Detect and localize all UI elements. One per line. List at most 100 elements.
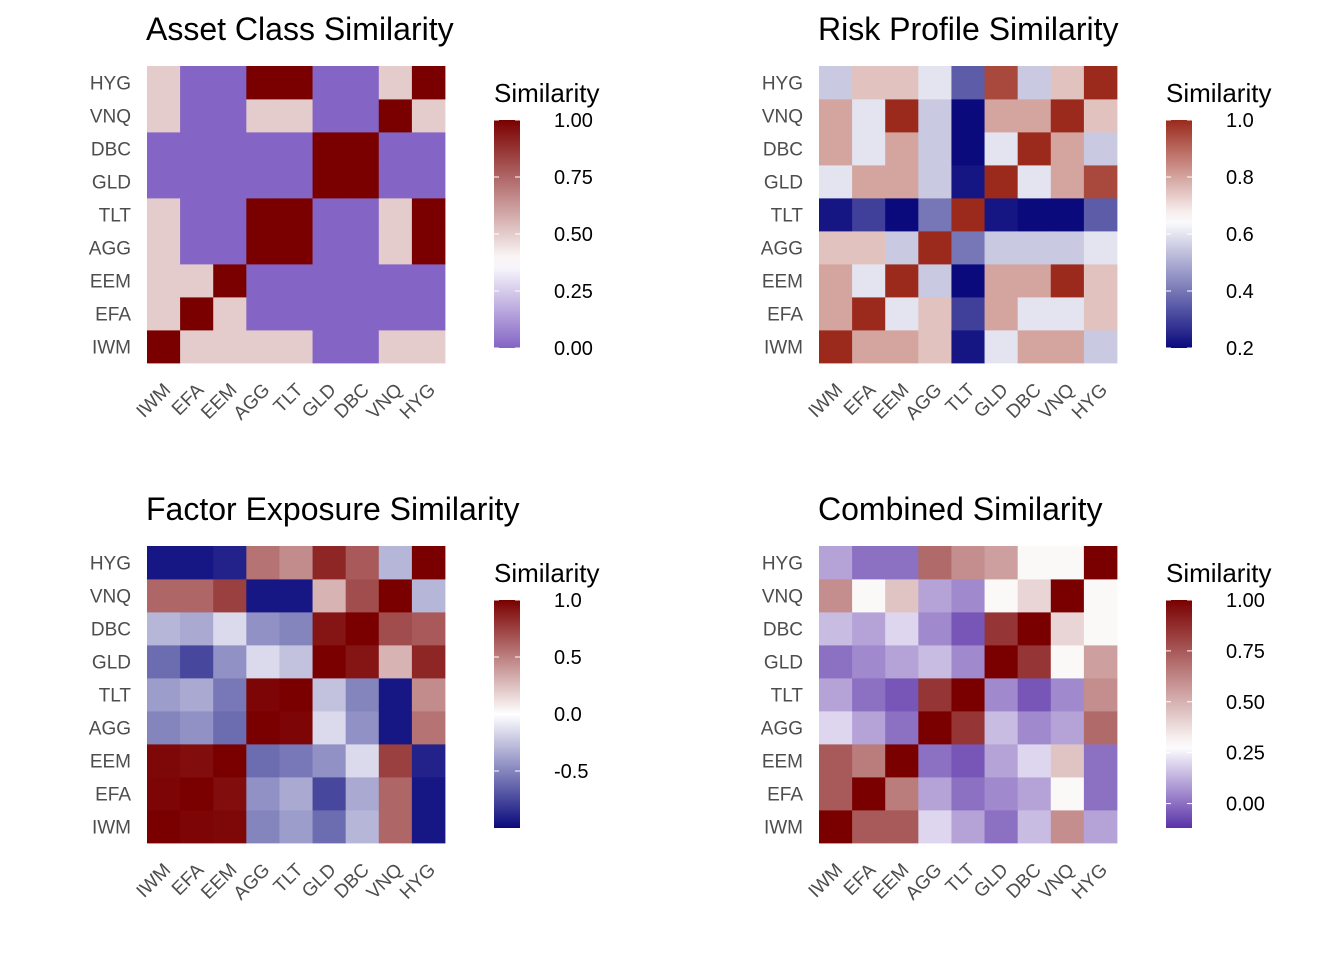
legend: Similarity -0.5 0.0 0.5 1.0 [494, 558, 599, 828]
heatmap-cell [345, 132, 380, 166]
heatmap-cell [180, 132, 214, 166]
heatmap-cell [819, 645, 853, 679]
heatmap-cell [312, 810, 347, 844]
heatmap-cell [213, 645, 247, 679]
heatmap-cell [1050, 777, 1085, 811]
heatmap-cell [246, 579, 280, 613]
heatmap-cell [378, 579, 413, 613]
heatmap-cell [819, 165, 853, 199]
heatmap-cell [378, 330, 413, 364]
heatmap-cell [345, 165, 380, 199]
heatmap-cell [918, 66, 952, 100]
heatmap-cell [918, 777, 952, 811]
heatmap-cell [213, 66, 247, 100]
heatmap-cell [951, 132, 985, 166]
y-tick-label: TLT [771, 686, 804, 707]
heatmap-cell [984, 546, 1019, 580]
heatmap-cell [1017, 612, 1052, 646]
legend-tick-label: 1.0 [554, 590, 582, 612]
heatmap-cell [213, 198, 247, 232]
heatmap-cell [1083, 612, 1118, 646]
heatmap-cell [246, 66, 280, 100]
y-tick-label: DBC [91, 140, 131, 161]
heatmap-cell [378, 711, 413, 745]
heatmap-cell [1050, 546, 1085, 580]
y-tick-label: EEM [90, 752, 131, 773]
heatmap-cell [213, 678, 247, 712]
legend-tick-label: -0.5 [554, 761, 588, 783]
heatmap-cell [819, 198, 853, 232]
heatmap-cell [1017, 264, 1052, 298]
heatmap-cell [885, 777, 919, 811]
y-tick-label: AGG [761, 719, 803, 740]
heatmap-cell [885, 198, 919, 232]
y-tick-label: GLD [92, 653, 131, 674]
heatmap-cell [312, 330, 347, 364]
x-tick-label: VNQ [1035, 860, 1079, 904]
heatmap-cell [180, 546, 214, 580]
heatmap-cell [1017, 711, 1052, 745]
x-tick-label: DBC [331, 380, 374, 423]
heatmap-cell [1017, 645, 1052, 679]
heatmap-cell [852, 678, 886, 712]
heatmap-cell [279, 579, 313, 613]
heatmap-cell [1083, 99, 1118, 133]
heatmap-cell [984, 297, 1019, 331]
heatmap-cell [246, 264, 280, 298]
heatmap-cell [918, 579, 952, 613]
heatmap-cell [1050, 297, 1085, 331]
legend-colorbar [1166, 600, 1192, 828]
y-tick-label: EFA [767, 785, 803, 806]
x-tick-label: EEM [869, 860, 913, 904]
heatmap-cell [951, 297, 985, 331]
heatmap-cell [411, 711, 446, 745]
y-tick-label: EFA [767, 305, 803, 326]
heatmap-cell [885, 132, 919, 166]
legend-tick-label: 0.25 [554, 281, 593, 303]
legend-tick-label: 0.4 [1226, 281, 1254, 303]
heatmap-cell [885, 810, 919, 844]
heatmap-cell [819, 297, 853, 331]
heatmap-cell [411, 810, 446, 844]
heatmap-cell [1017, 132, 1052, 166]
heatmap-cell [984, 231, 1019, 265]
heatmap-cell [885, 546, 919, 580]
heatmap-cell [147, 612, 181, 646]
heatmap-cell [885, 99, 919, 133]
heatmap-cell [345, 330, 380, 364]
heatmap-cell [345, 546, 380, 580]
legend: Similarity 0.00 0.25 0.50 0.75 1.00 [1166, 558, 1271, 828]
heatmap-cell [246, 810, 280, 844]
heatmap-cell [180, 579, 214, 613]
y-tick-label: AGG [761, 239, 803, 260]
heatmap-cell [378, 231, 413, 265]
x-tick-label: IWM [805, 860, 847, 902]
panel-title: Factor Exposure Similarity [146, 491, 519, 527]
heatmap-cell [246, 99, 280, 133]
heatmap-cell [951, 546, 985, 580]
heatmap-cell [918, 711, 952, 745]
heatmap-cell [1017, 198, 1052, 232]
heatmap-cell [378, 678, 413, 712]
y-tick-label: AGG [89, 239, 131, 260]
heatmap-cell [180, 711, 214, 745]
heatmap-cell [1050, 810, 1085, 844]
heatmap-cell [918, 612, 952, 646]
heatmap-cell [345, 99, 380, 133]
y-tick-label: DBC [91, 620, 131, 641]
heatmap-cell [852, 744, 886, 778]
heatmap-cell [984, 330, 1019, 364]
heatmap-cell [279, 612, 313, 646]
heatmap-cell [279, 297, 313, 331]
heatmap-cell [1050, 198, 1085, 232]
heatmap-cell [951, 165, 985, 199]
heatmap-cell [885, 711, 919, 745]
heatmap-cell [1050, 264, 1085, 298]
heatmap-cell [279, 810, 313, 844]
heatmap-cell [213, 264, 247, 298]
heatmap-cell [1083, 132, 1118, 166]
heatmap-cell [852, 297, 886, 331]
heatmap-cell [246, 198, 280, 232]
heatmap-cell [411, 99, 446, 133]
legend-tick-label: 0.2 [1226, 338, 1254, 360]
